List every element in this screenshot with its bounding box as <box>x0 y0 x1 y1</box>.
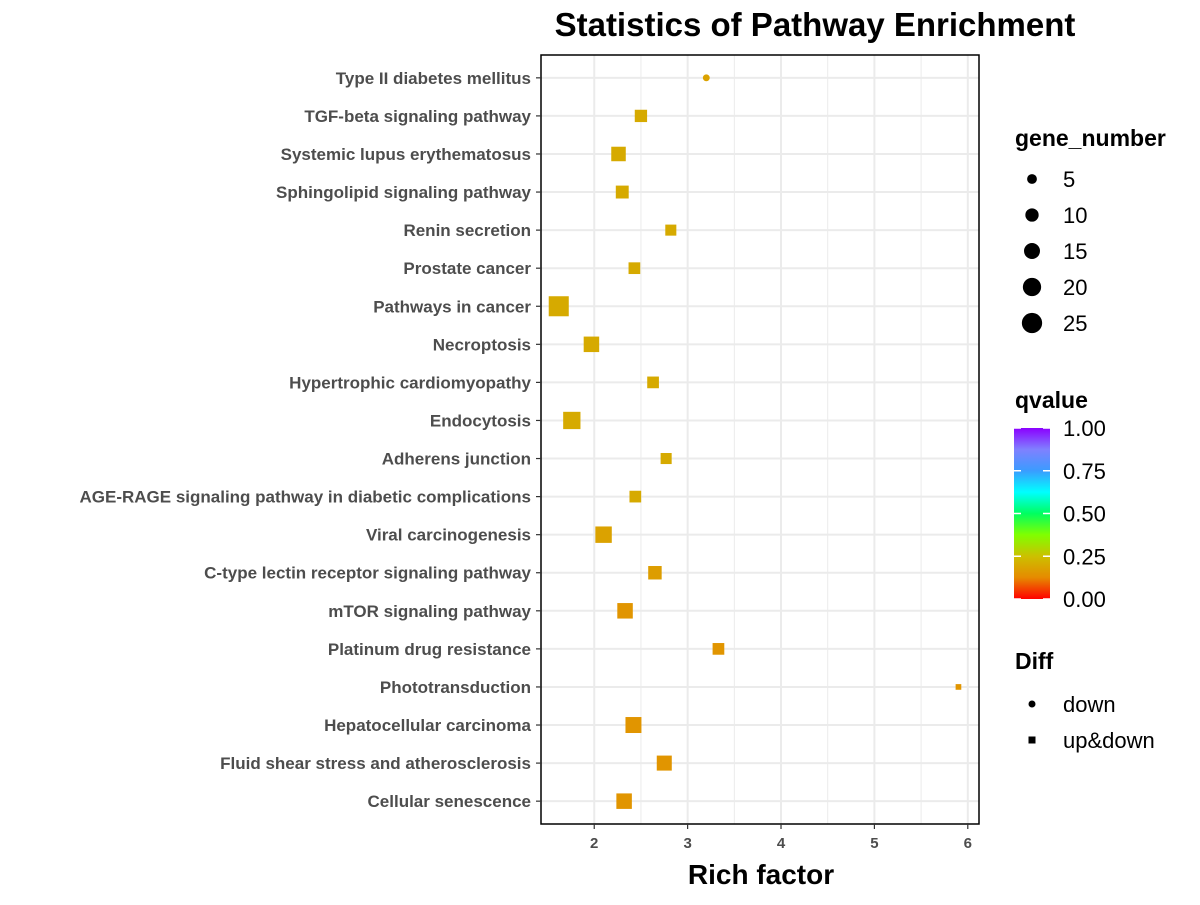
y-tick-label: Platinum drug resistance <box>328 640 531 659</box>
legend-color-label: 0.75 <box>1063 459 1106 484</box>
y-tick-label: Cellular senescence <box>368 792 531 811</box>
legend-color-label: 0.25 <box>1063 544 1106 569</box>
legend-size-label: 10 <box>1063 203 1087 228</box>
legend-color-title: qvalue <box>1015 387 1088 413</box>
legend-shape-circle-key <box>1028 700 1036 708</box>
chart-title: Statistics of Pathway Enrichment <box>555 6 1076 43</box>
point-up-down <box>625 717 642 734</box>
point-up-down <box>563 411 581 430</box>
y-tick-label: Fluid shear stress and atherosclerosis <box>220 754 531 773</box>
legend-color-label: 1.00 <box>1063 416 1106 441</box>
point-up-down <box>955 684 962 690</box>
legend-shape-title: Diff <box>1015 648 1054 674</box>
y-tick-label: Hepatocellular carcinoma <box>324 716 531 735</box>
y-tick-label: Systemic lupus erythematosus <box>281 145 531 164</box>
y-tick-label: Phototransduction <box>380 678 531 697</box>
legend-size-label: 20 <box>1063 275 1087 300</box>
legend-size-key <box>1023 242 1041 260</box>
y-tick-label: Sphingolipid signaling pathway <box>276 183 532 202</box>
x-tick-label: 3 <box>683 835 691 852</box>
legend-size-key <box>1022 277 1042 297</box>
x-tick-label: 4 <box>777 835 786 852</box>
point-up-down <box>656 755 672 771</box>
legend-size-key <box>1021 312 1043 334</box>
point-up-down <box>665 224 677 236</box>
point-up-down <box>595 526 612 543</box>
legend-color-label: 0.50 <box>1063 502 1106 527</box>
legend-size-label: 5 <box>1063 167 1075 192</box>
legend-size-key <box>1027 174 1037 184</box>
point-up-down <box>647 376 659 389</box>
point-up-down <box>611 146 626 162</box>
legend-shape-label: up&down <box>1063 728 1155 753</box>
point-up-down <box>660 453 672 465</box>
legend-shape-label: down <box>1063 692 1116 717</box>
legend: gene_number 5 10 15 20 25 qvalue 1.00 0.75 0.50 0.… <box>1014 125 1166 753</box>
x-tick-label: 6 <box>964 835 972 852</box>
point-up-down <box>712 643 725 655</box>
point-up-down <box>615 185 629 199</box>
marks-layer <box>548 74 962 809</box>
x-axis: 2 3 4 5 6 <box>590 824 972 852</box>
legend-shape-square-key <box>1028 736 1036 744</box>
legend-size-label: 25 <box>1063 311 1087 336</box>
grid-layer <box>541 55 979 824</box>
y-tick-label: mTOR signaling pathway <box>328 602 531 621</box>
y-tick-label: TGF-beta signaling pathway <box>304 107 531 126</box>
point-up-down <box>548 296 569 317</box>
x-tick-label: 2 <box>590 835 598 852</box>
y-axis: Type II diabetes mellitus TGF-beta signal… <box>79 69 541 811</box>
y-tick-label: Viral carcinogenesis <box>366 526 531 545</box>
point-up-down <box>629 490 642 503</box>
y-tick-label: Prostate cancer <box>403 259 531 278</box>
point-up-down <box>648 566 662 580</box>
point-up-down <box>617 603 633 619</box>
y-tick-label: Adherens junction <box>382 450 531 469</box>
point-up-down <box>628 262 641 275</box>
point-up-down <box>583 336 600 353</box>
legend-size-label: 15 <box>1063 239 1087 264</box>
legend-size-title: gene_number <box>1015 125 1166 151</box>
y-tick-label: Renin secretion <box>403 221 531 240</box>
y-tick-label: AGE-RAGE signaling pathway in diabetic c… <box>79 488 531 507</box>
y-tick-label: Pathways in cancer <box>373 297 531 316</box>
point-down <box>702 74 710 82</box>
y-tick-label: Hypertrophic cardiomyopathy <box>289 373 531 392</box>
y-tick-label: Necroptosis <box>433 335 531 354</box>
y-tick-label: Type II diabetes mellitus <box>336 69 531 88</box>
x-tick-label: 5 <box>870 835 878 852</box>
point-up-down <box>634 109 648 123</box>
x-axis-label: Rich factor <box>688 859 834 890</box>
legend-size-key <box>1025 208 1039 222</box>
y-tick-label: C-type lectin receptor signaling pathway <box>204 564 531 583</box>
plot-panel-border <box>540 54 980 825</box>
legend-color-label: 0.00 <box>1063 587 1106 612</box>
point-up-down <box>616 793 632 809</box>
y-tick-label: Endocytosis <box>430 411 531 430</box>
